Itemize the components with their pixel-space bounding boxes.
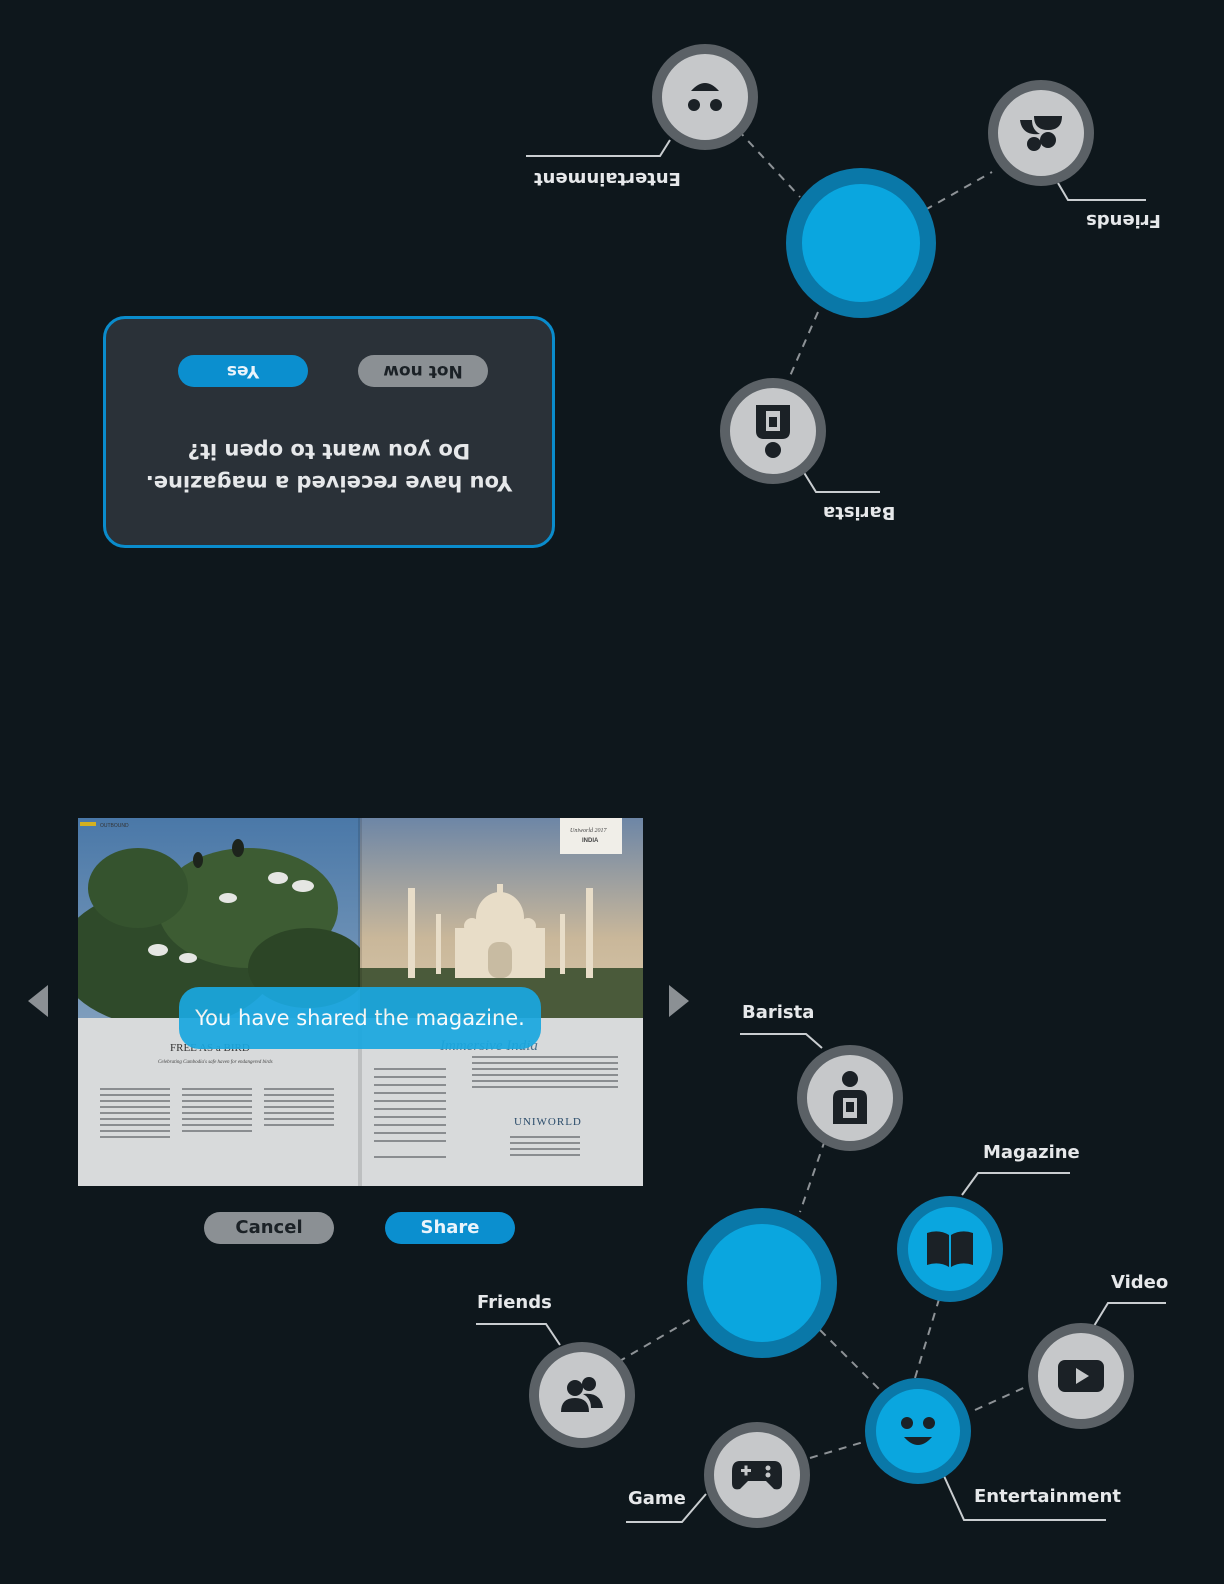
bottom-game-node[interactable] bbox=[704, 1422, 810, 1528]
bottom-barista-node[interactable] bbox=[797, 1045, 903, 1151]
top-entertainment-label: Entertainment bbox=[534, 168, 681, 189]
top-friends-node[interactable] bbox=[988, 80, 1094, 186]
right-page-badge-line2: INDIA bbox=[582, 838, 599, 844]
top-friends-label: Friends bbox=[1086, 210, 1161, 231]
previous-arrow[interactable] bbox=[28, 985, 48, 1017]
face-icon bbox=[901, 1417, 935, 1445]
dialog-message-line1: You have received a magazine. bbox=[145, 471, 513, 495]
bottom-magazine-label: Magazine bbox=[983, 1142, 1080, 1163]
right-page-badge-line1: Uniworld 2017 bbox=[570, 828, 607, 834]
bottom-barista-label: Barista bbox=[742, 1002, 815, 1023]
cancel-button[interactable]: Cancel bbox=[204, 1212, 334, 1244]
barista-icon bbox=[756, 405, 790, 458]
magazine-spread: OUTBOUND FREE AS a BIRD Celebrating Camb… bbox=[78, 818, 643, 1186]
bottom-entertainment-label: Entertainment bbox=[974, 1486, 1121, 1507]
bottom-friends-node[interactable] bbox=[529, 1342, 635, 1448]
bottom-entertainment-node[interactable] bbox=[865, 1378, 971, 1484]
top-barista-label: Barista bbox=[823, 502, 896, 523]
gamepad-icon bbox=[732, 1461, 782, 1490]
bottom-magazine-node[interactable] bbox=[897, 1196, 1003, 1302]
bottom-center-node[interactable] bbox=[687, 1208, 837, 1358]
top-center-node[interactable] bbox=[786, 168, 936, 318]
friends-icon bbox=[561, 1377, 603, 1412]
bottom-video-node[interactable] bbox=[1028, 1323, 1134, 1429]
magazine-left-page: OUTBOUND FREE AS a BIRD Celebrating Camb… bbox=[78, 818, 368, 1186]
face-icon bbox=[688, 83, 722, 111]
bird-tree-photo: OUTBOUND bbox=[78, 818, 368, 1186]
top-barista-node[interactable] bbox=[720, 378, 826, 484]
dialog-message-line2: Do you want to open it? bbox=[187, 439, 471, 463]
left-page-header: OUTBOUND bbox=[100, 823, 129, 829]
barista-icon bbox=[833, 1071, 867, 1124]
not-now-button-visual[interactable]: Not now bbox=[358, 355, 488, 387]
bottom-friends-label: Friends bbox=[477, 1292, 552, 1313]
next-arrow[interactable] bbox=[669, 985, 689, 1017]
yes-button-visual[interactable]: Yes bbox=[178, 355, 308, 387]
right-page-brand: UNIWORLD bbox=[514, 1116, 582, 1128]
friends-icon bbox=[1020, 116, 1062, 151]
bottom-game-label: Game bbox=[628, 1488, 686, 1509]
shared-toast: You have shared the magazine. bbox=[179, 987, 541, 1049]
play-icon bbox=[1058, 1360, 1104, 1392]
book-icon bbox=[927, 1231, 973, 1267]
left-page-subtitle: Celebrating Cambodia's safe haven for en… bbox=[158, 1060, 273, 1065]
magazine-received-dialog: You have received a magazine. Do you wan… bbox=[103, 316, 555, 548]
bottom-video-label: Video bbox=[1111, 1272, 1169, 1293]
top-entertainment-node[interactable] bbox=[652, 44, 758, 150]
share-button[interactable]: Share bbox=[385, 1212, 515, 1244]
